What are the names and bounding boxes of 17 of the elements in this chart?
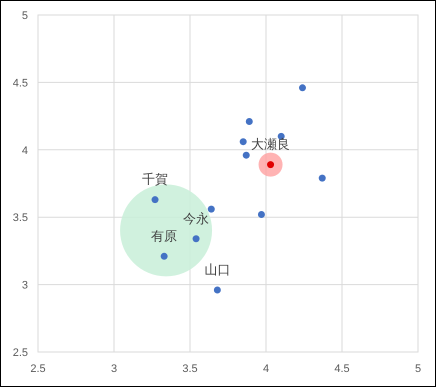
y-tick-label: 4.5 xyxy=(12,77,28,90)
x-tick-label: 4 xyxy=(262,363,270,375)
x-tick-label: 4.5 xyxy=(334,363,350,375)
y-tick-label: 3.5 xyxy=(12,212,28,224)
annotation: 山口 xyxy=(204,262,230,277)
x-tick-label: 2.5 xyxy=(30,363,46,375)
y-tick-label: 2.5 xyxy=(12,347,28,359)
y-tick-label: 3 xyxy=(22,280,28,292)
annotation: 今永 xyxy=(183,210,210,226)
y-tick-label: 4 xyxy=(22,144,28,157)
annotation: 大瀬良 xyxy=(251,136,290,152)
y-tick-label: 5 xyxy=(22,10,28,22)
x-tick-label: 3 xyxy=(110,363,118,375)
x-tick-label: 5 xyxy=(414,363,422,375)
x-tick-label: 3.5 xyxy=(182,363,198,375)
annotation: 有原 xyxy=(151,228,178,244)
annotation: 千賀 xyxy=(142,172,168,187)
